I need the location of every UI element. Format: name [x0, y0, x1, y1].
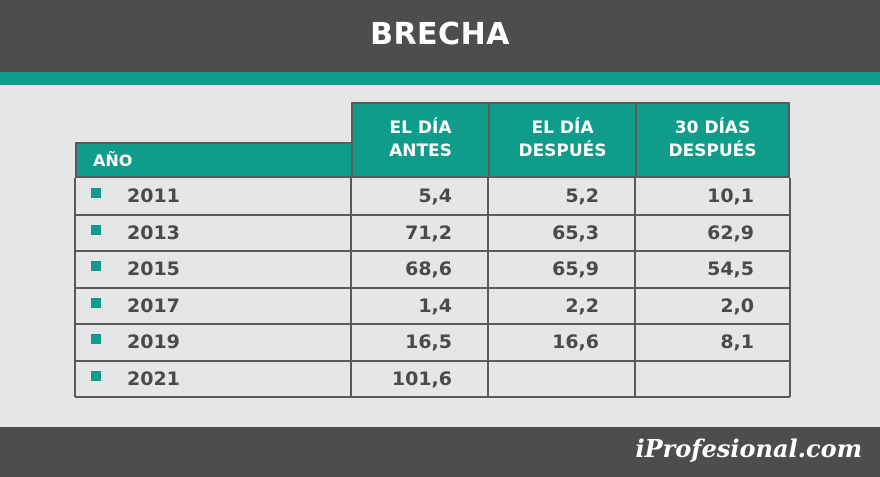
- row-bullet: [91, 188, 101, 199]
- table-cell-dias30: 8,1: [720, 331, 754, 354]
- footer-bar: [0, 427, 880, 477]
- row-bullet: [91, 261, 101, 272]
- row-divider: [75, 286, 790, 289]
- table-cell-despues: 16,6: [552, 331, 599, 354]
- column-divider: [634, 178, 636, 397]
- table-cell-year: 2011: [127, 185, 180, 208]
- row-bullet: [91, 297, 101, 308]
- row-divider: [75, 396, 790, 398]
- column-header-year: AÑO: [75, 142, 353, 178]
- column-divider: [74, 178, 76, 397]
- row-bullet: [91, 224, 101, 235]
- column-header-antes: EL DÍA ANTES: [351, 102, 490, 178]
- row-divider: [75, 359, 790, 362]
- table-cell-dias30: 62,9: [707, 221, 754, 244]
- column-divider: [350, 178, 352, 397]
- header-bar: BRECHA: [0, 0, 880, 72]
- table-cell-despues: 65,9: [552, 258, 599, 281]
- table-cell-year: 2019: [127, 331, 180, 354]
- table-cell-antes: 71,2: [405, 221, 452, 244]
- table-cell-dias30: 2,0: [720, 294, 754, 317]
- table-cell-year: 2021: [127, 367, 180, 390]
- row-divider: [75, 250, 790, 252]
- table-cell-year: 2013: [127, 221, 180, 244]
- table-cell-despues: 2,2: [565, 294, 599, 317]
- table-cell-antes: 101,6: [391, 367, 452, 390]
- row-divider: [75, 213, 790, 216]
- column-header-30-dias: 30 DÍAS DESPUÉS: [635, 102, 790, 178]
- table-cell-despues: [488, 361, 635, 398]
- table-cell-antes: 16,5: [405, 331, 452, 354]
- table-cell-antes: 68,6: [405, 258, 452, 281]
- table-cell-despues: 65,3: [552, 221, 599, 244]
- row-bullet: [91, 334, 101, 345]
- accent-bar: [0, 72, 880, 85]
- row-bullet: [91, 370, 101, 381]
- table-cell-dias30: 10,1: [707, 185, 754, 208]
- table-cell-dias30: 54,5: [707, 258, 754, 281]
- column-divider: [487, 178, 489, 397]
- column-header-despues: EL DÍA DESPUÉS: [488, 102, 637, 178]
- table-cell-antes: 1,4: [418, 294, 452, 317]
- table-cell-year: 2015: [127, 258, 180, 281]
- row-divider: [75, 323, 790, 325]
- table-cell-year: 2017: [127, 294, 180, 317]
- brand-logo: iProfesional.com: [635, 434, 862, 463]
- table-cell-antes: 5,4: [418, 185, 452, 208]
- chart-title: BRECHA: [370, 16, 510, 52]
- table-cell-dias30: [635, 361, 790, 398]
- table-cell-despues: 5,2: [565, 185, 599, 208]
- column-divider: [789, 178, 791, 397]
